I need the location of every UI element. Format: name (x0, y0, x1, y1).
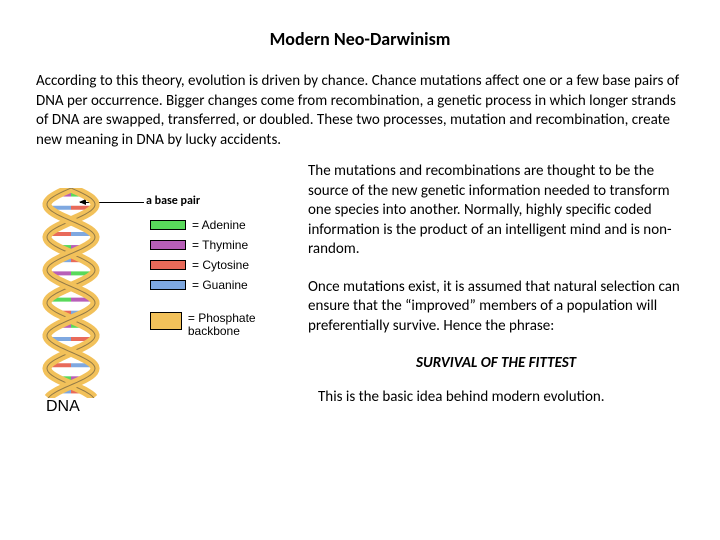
legend-phosphate-label: = Phosphate backbone (188, 312, 296, 338)
legend-guanine: = Guanine (150, 278, 296, 292)
page-title: Modern Neo-Darwinism (36, 28, 684, 50)
paragraph-1: The mutations and recombinations are tho… (308, 162, 684, 260)
swatch-phosphate (150, 312, 182, 330)
swatch-guanine (150, 280, 186, 290)
swatch-cytosine (150, 260, 186, 270)
figure-column: a base pair DNA = Adenine = Thymine = Cy… (36, 162, 296, 425)
legend-thymine: = Thymine (150, 238, 296, 252)
survival-phrase: SURVIVAL OF THE FITTEST (308, 354, 684, 374)
legend-adenine: = Adenine (150, 218, 296, 232)
dna-caption: DNA (46, 398, 80, 416)
intro-paragraph: According to this theory, evolution is d… (36, 72, 684, 150)
swatch-adenine (150, 220, 186, 230)
legend-cytosine: = Cytosine (150, 258, 296, 272)
legend-thymine-label: = Thymine (192, 238, 248, 252)
body-column: The mutations and recombinations are tho… (308, 162, 684, 425)
paragraph-2: Once mutations exist, it is assumed that… (308, 278, 684, 337)
dna-helix-icon (36, 188, 106, 398)
legend: = Adenine = Thymine = Cytosine = Guanine… (150, 218, 296, 344)
legend-phosphate: = Phosphate backbone (150, 312, 296, 338)
lower-section: a base pair DNA = Adenine = Thymine = Cy… (36, 162, 684, 425)
base-pair-label: a base pair (146, 194, 200, 208)
swatch-thymine (150, 240, 186, 250)
legend-adenine-label: = Adenine (192, 218, 246, 232)
legend-guanine-label: = Guanine (192, 278, 248, 292)
legend-cytosine-label: = Cytosine (192, 258, 249, 272)
closing-line: This is the basic idea behind modern evo… (308, 388, 684, 408)
